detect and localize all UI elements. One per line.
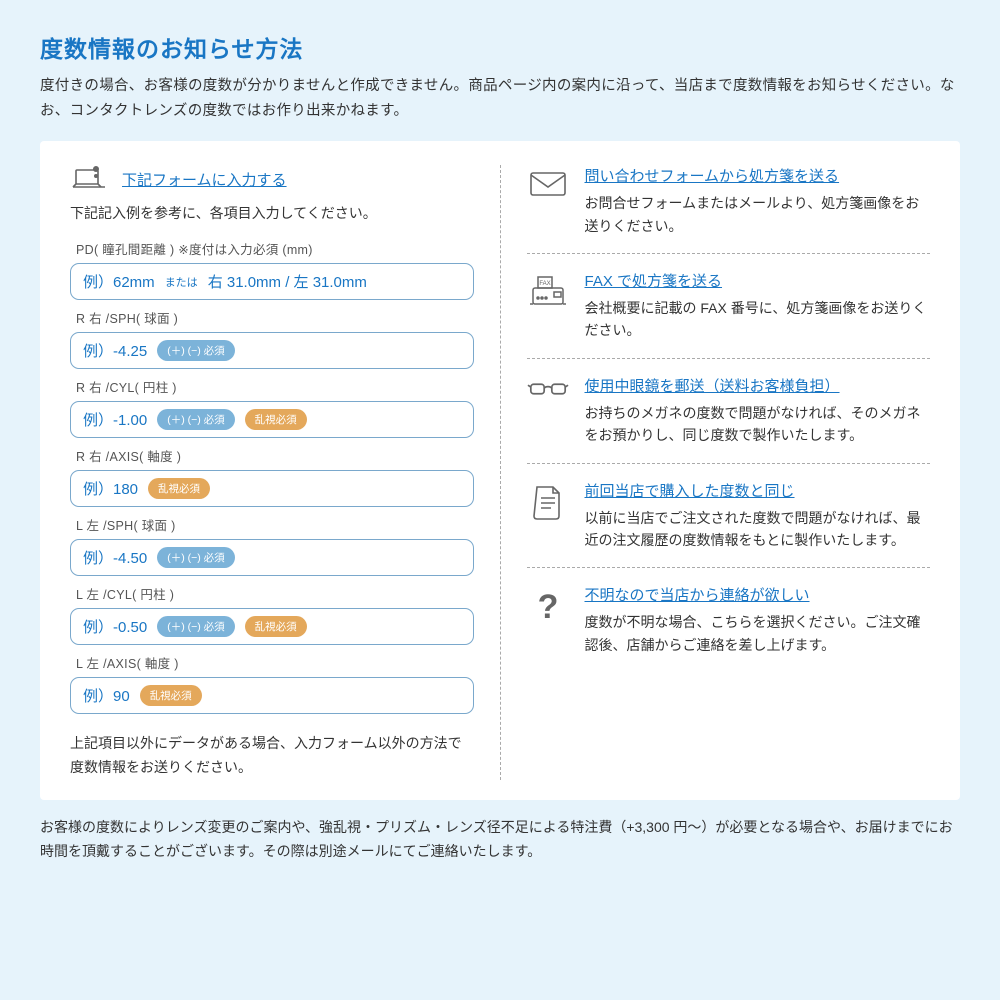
option-content: 不明なので当店から連絡が欲しい度数が不明な場合、こちらを選択ください。ご注文確認… (585, 584, 931, 656)
field-example-box: 例）62mm または右 31.0mm / 左 31.0mm (70, 263, 474, 300)
laptop-icon (70, 165, 108, 193)
option-content: FAX で処方箋を送る会社概要に記載の FAX 番号に、処方箋画像をお送りくださ… (585, 270, 931, 342)
fields-container: PD( 瞳孔間距離 ) ※度付は入力必須 (mm) 例）62mm または右 31.0… (70, 239, 474, 714)
field-label: R 右 /SPH( 球面 ) (76, 308, 474, 327)
option-description: 会社概要に記載の FAX 番号に、処方箋画像をお送りください。 (585, 297, 931, 342)
option-title-link[interactable]: 不明なので当店から連絡が欲しい (585, 584, 810, 605)
option-description: お問合せフォームまたはメールより、処方箋画像をお送りください。 (585, 192, 931, 237)
astigmatism-pill: 乱視必須 (148, 478, 210, 499)
right-column: 問い合わせフォームから処方箋を送るお問合せフォームまたはメールより、処方箋画像を… (500, 165, 931, 780)
field-example: 例）-1.00 (83, 409, 147, 430)
required-sign-pill: (＋) (−) 必須 (157, 409, 234, 430)
option-title-link[interactable]: 前回当店で購入した度数と同じ (585, 480, 795, 501)
field-example-box: 例）90 乱視必須 (70, 677, 474, 714)
svg-text:FAX: FAX (539, 281, 550, 287)
astigmatism-pill: 乱視必須 (245, 409, 307, 430)
required-sign-pill: (＋) (−) 必須 (157, 616, 234, 637)
field-label: R 右 /AXIS( 軸度 ) (76, 446, 474, 465)
glasses-icon (527, 375, 569, 447)
field-example-box: 例）-4.25 (＋) (−) 必須 (70, 332, 474, 369)
fax-icon: FAX (527, 270, 569, 342)
bottom-note: お客様の度数によりレンズ変更のご案内や、強乱視・プリズム・レンズ径不足による特注… (40, 816, 960, 864)
required-sign-pill: (＋) (−) 必須 (157, 340, 234, 361)
field-label: L 左 /CYL( 円柱 ) (76, 584, 474, 603)
field-example: 例）180 (83, 478, 138, 499)
option-item: 使用中眼鏡を郵送（送料お客様負担） お持ちのメガネの度数で問題がなければ、そのメガ… (527, 359, 931, 464)
option-item: 問い合わせフォームから処方箋を送るお問合せフォームまたはメールより、処方箋画像を… (527, 165, 931, 254)
mail-icon (527, 165, 569, 237)
field-label: R 右 /CYL( 円柱 ) (76, 377, 474, 396)
svg-text:?: ? (537, 588, 558, 626)
page-title: 度数情報のお知らせ方法 (40, 30, 960, 64)
field-example: 例）-4.25 (83, 340, 147, 361)
field-example: 例）-0.50 (83, 616, 147, 637)
field-example: 例）-4.50 (83, 547, 147, 568)
field-label: PD( 瞳孔間距離 ) ※度付は入力必須 (mm) (76, 239, 474, 258)
astigmatism-pill: 乱視必須 (245, 616, 307, 637)
field-extra-small: または (165, 274, 198, 290)
required-sign-pill: (＋) (−) 必須 (157, 547, 234, 568)
option-content: 前回当店で購入した度数と同じ以前に当店でご注文された度数で問題がなければ、最近の… (585, 480, 931, 552)
option-item: FAX FAX で処方箋を送る会社概要に記載の FAX 番号に、処方箋画像をお送り… (527, 254, 931, 359)
option-title-link[interactable]: FAX で処方箋を送る (585, 270, 723, 291)
left-subtext: 下記記入例を参考に、各項目入力してください。 (70, 203, 474, 223)
option-title-link[interactable]: 使用中眼鏡を郵送（送料お客様負担） (585, 375, 840, 396)
form-input-link[interactable]: 下記フォームに入力する (122, 169, 287, 190)
option-content: 使用中眼鏡を郵送（送料お客様負担） お持ちのメガネの度数で問題がなければ、そのメガ… (585, 375, 931, 447)
field-extra: 右 31.0mm / 左 31.0mm (208, 271, 367, 292)
option-item: ? 不明なので当店から連絡が欲しい度数が不明な場合、こちらを選択ください。ご注文確… (527, 568, 931, 656)
left-header: 下記フォームに入力する (70, 165, 474, 193)
astigmatism-pill: 乱視必須 (140, 685, 202, 706)
left-column: 下記フォームに入力する 下記記入例を参考に、各項目入力してください。 PD( 瞳… (70, 165, 500, 780)
intro-text: 度付きの場合、お客様の度数が分かりませんと作成できません。商品ページ内の案内に沿… (40, 74, 960, 123)
field-label: L 左 /AXIS( 軸度 ) (76, 653, 474, 672)
field-example-box: 例）-4.50 (＋) (−) 必須 (70, 539, 474, 576)
field-label: L 左 /SPH( 球面 ) (76, 515, 474, 534)
field-example-box: 例）-0.50 (＋) (−) 必須乱視必須 (70, 608, 474, 645)
doc-icon (527, 480, 569, 552)
field-example-box: 例）180 乱視必須 (70, 470, 474, 507)
field-example: 例）62mm (83, 271, 155, 292)
option-title-link[interactable]: 問い合わせフォームから処方箋を送る (585, 165, 840, 186)
field-example-box: 例）-1.00 (＋) (−) 必須乱視必須 (70, 401, 474, 438)
option-description: 度数が不明な場合、こちらを選択ください。ご注文確認後、店舗からご連絡を差し上げま… (585, 611, 931, 656)
field-example: 例）90 (83, 685, 130, 706)
option-item: 前回当店で購入した度数と同じ以前に当店でご注文された度数で問題がなければ、最近の… (527, 464, 931, 569)
option-description: お持ちのメガネの度数で問題がなければ、そのメガネをお預かりし、同じ度数で製作いた… (585, 402, 931, 447)
left-footer-text: 上記項目以外にデータがある場合、入力フォーム以外の方法で度数情報をお送りください… (70, 732, 474, 780)
main-panel: 下記フォームに入力する 下記記入例を参考に、各項目入力してください。 PD( 瞳… (40, 141, 960, 800)
option-description: 以前に当店でご注文された度数で問題がなければ、最近の注文履歴の度数情報をもとに製… (585, 507, 931, 552)
question-icon: ? (527, 584, 569, 656)
option-content: 問い合わせフォームから処方箋を送るお問合せフォームまたはメールより、処方箋画像を… (585, 165, 931, 237)
